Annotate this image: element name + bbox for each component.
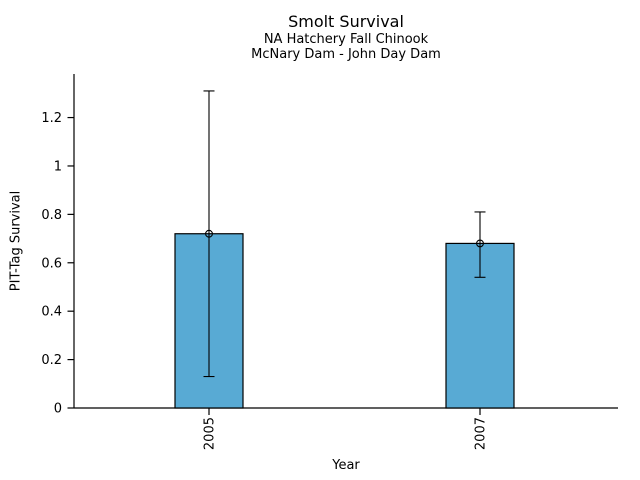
y-tick-label: 0.2 <box>41 353 62 368</box>
point-marker-2007 <box>476 239 484 248</box>
y-tick-label: 0.8 <box>41 208 62 223</box>
x-tick-label-2007: 2007 <box>474 417 489 450</box>
y-axis-title: PIT-Tag Survival <box>9 191 24 291</box>
x-axis-title: Year <box>331 458 360 473</box>
point-marker-2005 <box>205 229 213 238</box>
y-tick-label: 0.4 <box>41 305 62 320</box>
y-tick-label: 1.2 <box>41 111 62 126</box>
chart-title: Smolt Survival <box>288 12 404 31</box>
chart-subtitle-line2: McNary Dam - John Day Dam <box>251 47 441 62</box>
y-tick-label: 1 <box>54 159 62 174</box>
chart-subtitle-line1: NA Hatchery Fall Chinook <box>264 32 429 47</box>
y-tick-label: 0.6 <box>41 256 62 271</box>
y-tick-label: 0 <box>54 402 62 417</box>
x-tick-label-2005: 2005 <box>203 417 218 450</box>
